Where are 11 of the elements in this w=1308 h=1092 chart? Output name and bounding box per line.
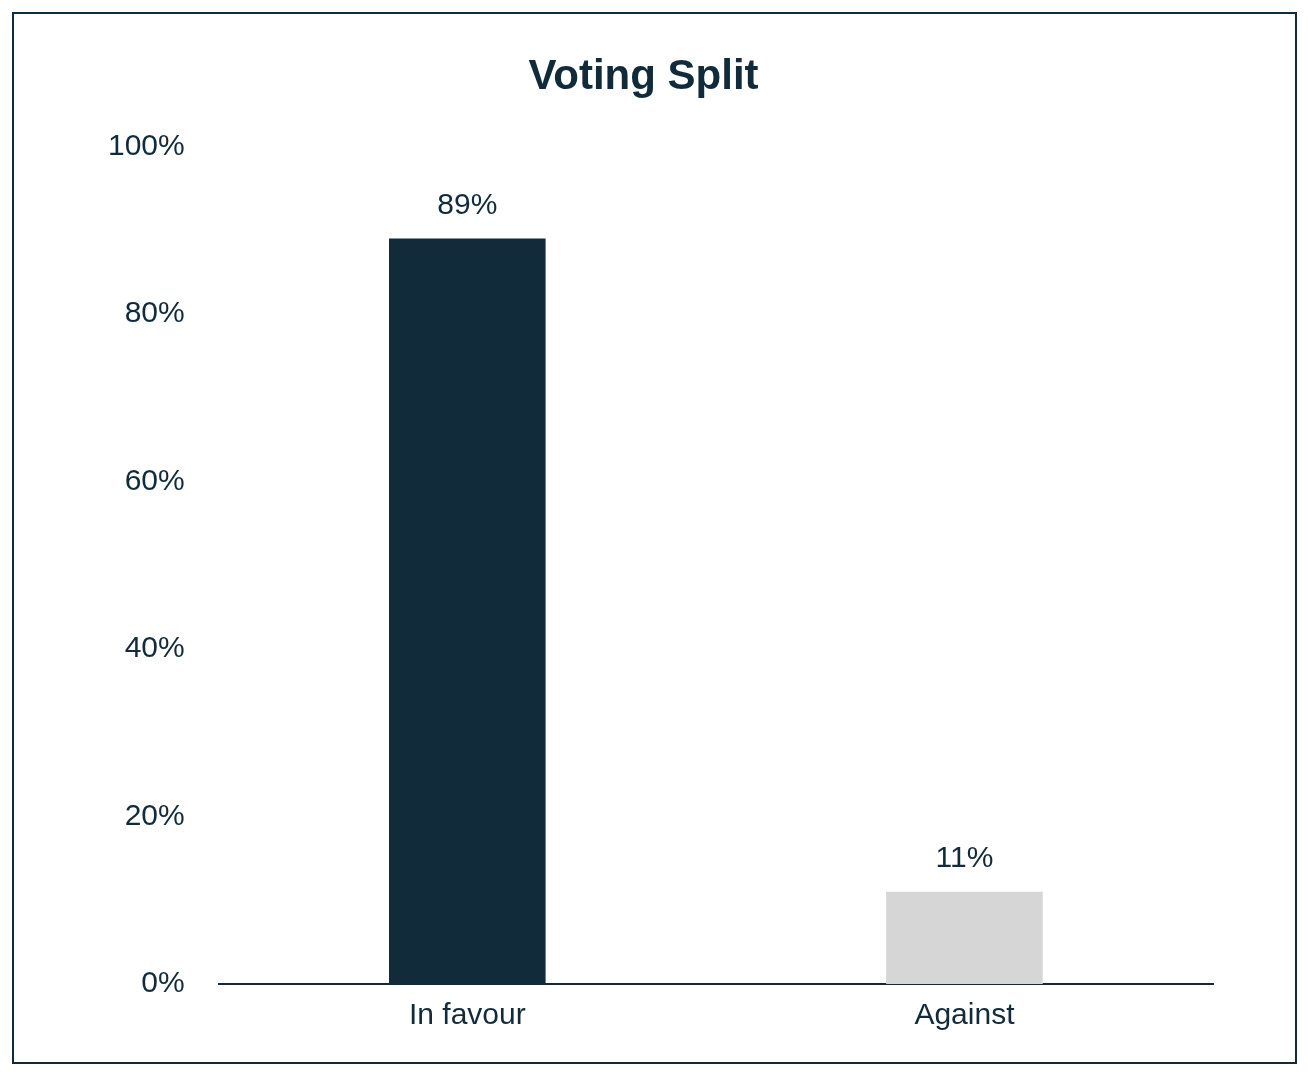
- y-tick-label: 100%: [107, 127, 185, 161]
- y-tick-label: 80%: [124, 295, 185, 329]
- y-tick-label: 40%: [124, 630, 185, 664]
- y-tick-label: 0%: [141, 965, 185, 999]
- data-label: 11%: [935, 840, 994, 874]
- x-tick-label: Against: [914, 997, 1016, 1031]
- data-label: 89%: [437, 186, 498, 220]
- chart-title: Voting Split: [528, 50, 759, 98]
- y-tick-label: 20%: [124, 797, 185, 831]
- x-tick-label: In favour: [408, 997, 526, 1031]
- y-tick-label: 60%: [124, 462, 185, 496]
